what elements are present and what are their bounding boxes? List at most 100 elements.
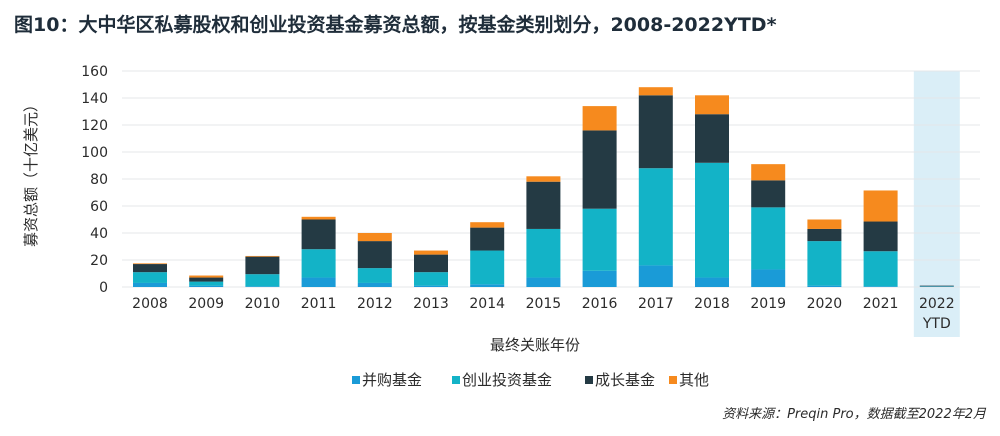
bar-segment <box>470 250 505 285</box>
source-note: 资料来源：Preqin Pro，数据截至2022年2月 <box>722 407 987 422</box>
bar-segment <box>751 164 786 181</box>
bar-segment <box>301 219 336 250</box>
bar-segment <box>919 285 954 287</box>
legend-swatch <box>352 376 360 384</box>
y-tick-label: 20 <box>90 253 108 269</box>
x-tick-label: 2013 <box>413 296 449 312</box>
x-tick-label: 2010 <box>245 296 281 312</box>
bar-segment <box>582 270 617 287</box>
bar-segment <box>189 275 224 278</box>
bar-segment <box>807 228 842 242</box>
bar-segment <box>638 95 673 169</box>
bar-segment <box>133 282 167 287</box>
bar-segment <box>189 281 224 286</box>
bar-segment <box>357 268 392 283</box>
bar-segment <box>807 219 842 229</box>
bar-segment <box>638 265 673 287</box>
bar-segment <box>751 269 786 287</box>
bar-segment <box>863 221 898 252</box>
bar-segment <box>357 233 392 242</box>
bar-segment <box>582 106 617 131</box>
bars <box>133 87 954 287</box>
bar-segment <box>863 286 898 287</box>
bar-segment <box>695 95 729 115</box>
bar-segment <box>470 222 505 228</box>
y-tick-label: 0 <box>99 280 108 296</box>
bar-segment <box>526 228 561 278</box>
bar-segment <box>245 274 280 287</box>
ytd-band <box>913 71 960 337</box>
bar-segment <box>245 286 280 287</box>
x-tick-label: 2019 <box>750 296 786 312</box>
bar-segment <box>695 162 729 278</box>
figure-title: 图10：大中华区私募股权和创业投资基金募资总额，按基金类别划分，2008-202… <box>14 14 777 36</box>
x-tick-label: 2017 <box>638 296 674 312</box>
bar-segment <box>582 208 617 271</box>
bar-segment <box>751 207 786 270</box>
bar-segment <box>357 282 392 287</box>
bar-segment <box>470 284 505 287</box>
x-axis-ticks: 2008 2009 2010 2011 2012 2013 2014 2015 2016 2017… <box>132 296 954 332</box>
x-tick-label: 2009 <box>188 296 224 312</box>
x-tick-label: 2008 <box>132 296 168 312</box>
bar-segment <box>751 180 786 208</box>
bar-segment <box>414 285 448 287</box>
y-tick-label: 160 <box>81 64 108 80</box>
legend-label: 创业投资基金 <box>462 371 552 389</box>
x-tick-label: 2020 <box>807 296 843 312</box>
bar-segment <box>189 285 224 287</box>
bar-segment <box>245 255 280 257</box>
y-tick-label: 80 <box>90 172 108 188</box>
x-tick-label: 2015 <box>526 296 562 312</box>
y-tick-label: 140 <box>81 91 108 107</box>
bar-segment <box>638 168 673 266</box>
bar-segment <box>526 277 561 287</box>
y-axis-title: 募资总额（十亿美元） <box>22 97 40 247</box>
x-tick-label: 2018 <box>694 296 730 312</box>
y-tick-label: 100 <box>81 145 108 161</box>
bar-segment <box>526 181 561 229</box>
bar-segment <box>695 277 729 287</box>
x-tick-label: 2016 <box>582 296 618 312</box>
bar-segment <box>582 130 617 209</box>
bar-segment <box>133 264 167 273</box>
bar-segment <box>301 277 336 287</box>
bar-segment <box>470 227 505 251</box>
bar-segment <box>189 277 224 282</box>
bar-segment <box>301 216 336 220</box>
bar-segment <box>414 250 448 255</box>
bar-segment <box>133 272 167 283</box>
bar-segment <box>414 272 448 286</box>
legend-swatch <box>669 376 677 384</box>
bar-segment <box>245 256 280 275</box>
legend-swatch <box>452 376 460 384</box>
ytd-highlight-band <box>913 71 960 337</box>
x-tick-label: 2012 <box>357 296 393 312</box>
x-tick-label: 2021 <box>863 296 899 312</box>
legend-label: 其他 <box>679 371 709 389</box>
x-tick-label: 2022 YTD <box>919 296 955 332</box>
legend: 并购基金 创业投资基金 成长基金 其他 <box>352 371 709 389</box>
x-tick-label: 2014 <box>469 296 505 312</box>
y-tick-label: 60 <box>90 199 108 215</box>
y-axis-ticks: 0 20 40 60 80 100 120 140 160 <box>81 64 108 296</box>
bar-segment <box>807 285 842 287</box>
bar-segment <box>695 114 729 163</box>
legend-label: 并购基金 <box>362 371 422 389</box>
x-axis-title: 最终关账年份 <box>490 336 580 354</box>
x-tick-label: 2011 <box>301 296 337 312</box>
bar-segment <box>301 249 336 278</box>
y-tick-label: 40 <box>90 226 108 242</box>
bar-segment <box>133 263 167 265</box>
bar-segment <box>414 254 448 273</box>
bar-segment <box>357 241 392 269</box>
bar-segment <box>638 87 673 96</box>
legend-swatch <box>585 376 593 384</box>
bar-segment <box>807 241 842 286</box>
bar-segment <box>526 176 561 182</box>
bar-segment <box>863 251 898 287</box>
y-tick-label: 120 <box>81 118 108 134</box>
bar-segment <box>863 190 898 222</box>
legend-label: 成长基金 <box>595 371 655 389</box>
